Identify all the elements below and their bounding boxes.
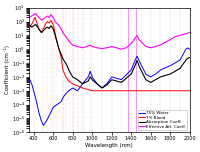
75% Water <box>56 104 58 106</box>
Effective Att. Coeff. <box>168 39 170 41</box>
Effective Att. Coeff. <box>46 15 48 17</box>
7% Blood <box>168 90 170 92</box>
7% Blood <box>34 17 36 18</box>
75% Water <box>96 83 99 85</box>
Absorption Coeff. <box>185 58 188 60</box>
Absorption Coeff. <box>55 40 58 42</box>
75% Water <box>28 76 30 78</box>
7% Blood <box>188 90 191 92</box>
7% Blood <box>56 40 58 42</box>
Effective Att. Coeff. <box>185 33 188 34</box>
Absorption Coeff. <box>101 87 103 89</box>
Effective Att. Coeff. <box>56 22 58 24</box>
Absorption Coeff. <box>96 83 99 85</box>
75% Water <box>168 65 170 67</box>
X-axis label: Wavelength (nm): Wavelength (nm) <box>85 143 133 148</box>
Effective Att. Coeff. <box>34 12 37 14</box>
7% Blood <box>96 90 99 92</box>
Line: 75% Water: 75% Water <box>29 48 190 125</box>
7% Blood <box>89 89 92 91</box>
Y-axis label: Coefficient (cm⁻¹): Coefficient (cm⁻¹) <box>4 45 10 95</box>
Effective Att. Coeff. <box>188 32 191 34</box>
Absorption Coeff. <box>46 26 48 28</box>
Effective Att. Coeff. <box>120 48 123 50</box>
Absorption Coeff. <box>188 57 191 59</box>
75% Water <box>89 71 92 73</box>
7% Blood <box>46 21 48 23</box>
Absorption Coeff. <box>28 23 30 25</box>
75% Water <box>186 47 189 49</box>
75% Water <box>185 48 188 50</box>
Line: Absorption Coeff.: Absorption Coeff. <box>29 24 190 88</box>
75% Water <box>42 124 45 126</box>
7% Blood <box>91 90 93 92</box>
75% Water <box>188 48 191 50</box>
Legend: 75% Water, 7% Blood, Absorption Coeff., Effective Att. Coeff.: 75% Water, 7% Blood, Absorption Coeff., … <box>138 110 187 130</box>
Effective Att. Coeff. <box>28 17 30 18</box>
Effective Att. Coeff. <box>96 47 99 49</box>
75% Water <box>46 119 48 121</box>
Absorption Coeff. <box>168 74 170 75</box>
Effective Att. Coeff. <box>89 44 92 46</box>
Line: 7% Blood: 7% Blood <box>29 17 190 91</box>
7% Blood <box>185 90 188 92</box>
7% Blood <box>28 28 30 29</box>
Absorption Coeff. <box>89 76 92 78</box>
Line: Effective Att. Coeff.: Effective Att. Coeff. <box>29 13 190 49</box>
